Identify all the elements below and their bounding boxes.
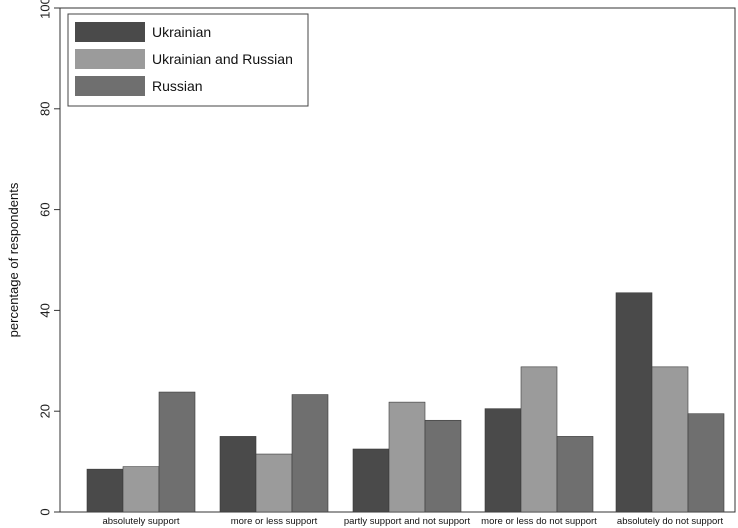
- y-tick-label: 80: [37, 102, 52, 116]
- bar-ukrainian-and-russian-0: [122, 466, 160, 513]
- y-tick-label: 20: [37, 404, 52, 418]
- bar-ukrainian-1: [219, 436, 257, 513]
- legend-swatch: [75, 76, 145, 96]
- x-category-label: absolutely do not support: [617, 516, 724, 527]
- bar-ukrainian-0: [86, 468, 124, 513]
- legend-entry: Ukrainian and Russian: [152, 51, 293, 67]
- x-category-label: more or less support: [231, 516, 318, 527]
- x-axis-categories: absolutely support more or less support pa…: [102, 516, 723, 527]
- y-tick-label: 0: [37, 508, 52, 515]
- y-axis-title: percentage of respondents: [6, 182, 21, 337]
- x-category-label: partly support and not support: [344, 516, 471, 527]
- bar-russian-4: [687, 413, 725, 513]
- bar-ukrainian-and-russian-2: [388, 401, 426, 513]
- bar-russian-2: [424, 419, 462, 513]
- bar-russian-1: [291, 394, 329, 513]
- x-category-label: more or less do not support: [481, 516, 597, 527]
- y-axis: 0 20 40 60 80 100: [37, 0, 60, 516]
- legend-swatch: [75, 22, 145, 42]
- legend-entry: Ukrainian: [152, 24, 211, 40]
- bar-ukrainian-2: [352, 448, 390, 513]
- bar-ukrainian-3: [484, 408, 522, 513]
- y-tick-label: 40: [37, 303, 52, 317]
- legend-entry: Russian: [152, 78, 203, 94]
- legend: Ukrainian Ukrainian and Russian Russian: [67, 13, 309, 107]
- bar-russian-3: [556, 436, 594, 513]
- y-tick-label: 100: [37, 0, 52, 19]
- bar-ukrainian-and-russian-3: [520, 366, 558, 513]
- bar-russian-0: [158, 391, 196, 513]
- y-tick-label: 60: [37, 202, 52, 216]
- bar-ukrainian-and-russian-4: [651, 366, 689, 513]
- bar-ukrainian-and-russian-1: [255, 453, 293, 513]
- bars: [86, 292, 725, 513]
- x-category-label: absolutely support: [102, 516, 179, 527]
- legend-swatch: [75, 49, 145, 69]
- bar-ukrainian-4: [615, 292, 653, 513]
